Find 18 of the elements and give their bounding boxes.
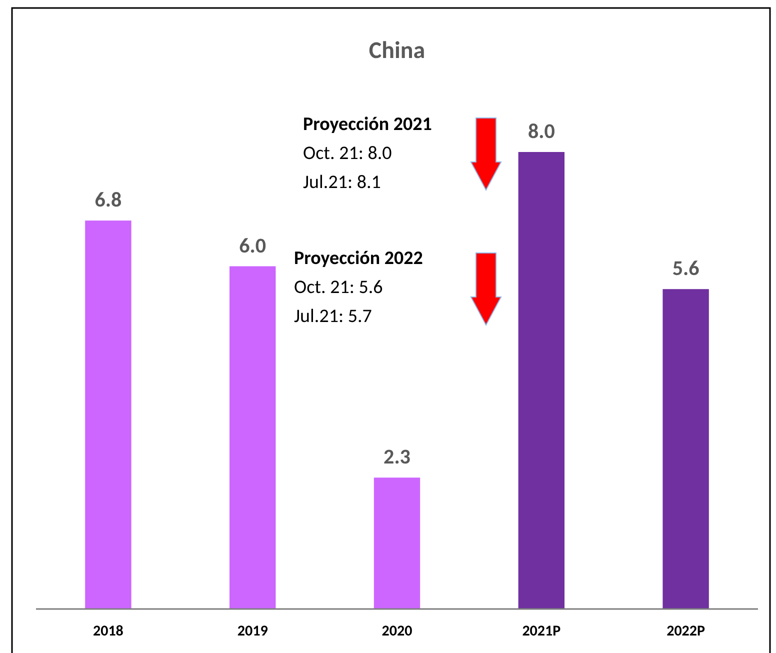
annotation: Proyección 2022 Oct. 21: 5.6 Jul.21: 5.7 <box>294 247 423 328</box>
data-label: 6.0 <box>239 232 266 258</box>
data-label: 2.3 <box>384 444 411 470</box>
x-tick-label: 2019 <box>237 622 268 641</box>
bar <box>662 289 709 609</box>
annotation: Proyección 2021 Oct. 21: 8.0 Jul.21: 8.1 <box>303 113 432 194</box>
bar <box>229 266 276 609</box>
x-tick-label: 2020 <box>382 622 413 641</box>
bar <box>85 220 132 609</box>
bar <box>374 478 420 609</box>
data-label: 5.6 <box>672 255 700 282</box>
data-label: 8.0 <box>528 118 556 144</box>
x-tick-label: 2021P <box>522 622 561 641</box>
chart-title: China <box>368 36 426 65</box>
x-tick-label: 2022P <box>666 622 706 641</box>
x-tick-label: 2018 <box>92 622 124 641</box>
data-label: 6.8 <box>94 186 122 213</box>
bar <box>518 152 565 609</box>
